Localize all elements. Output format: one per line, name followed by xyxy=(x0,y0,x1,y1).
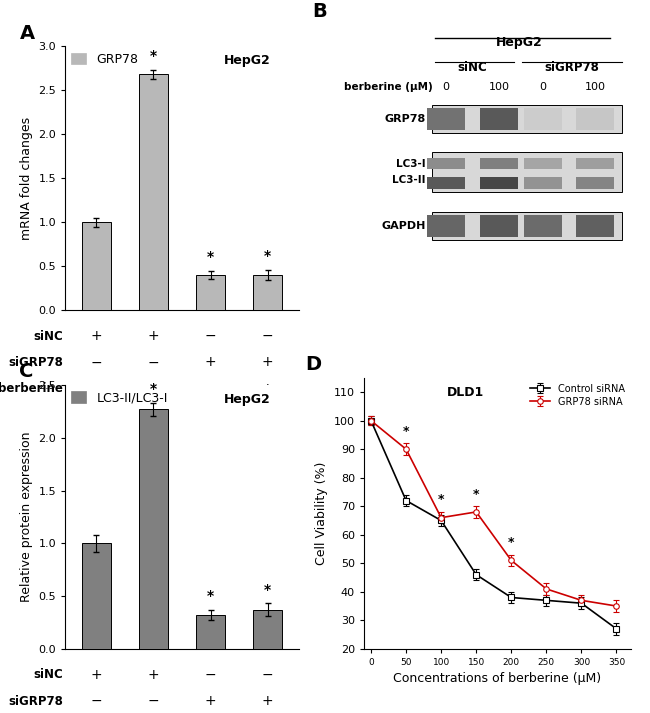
Text: −: − xyxy=(205,329,216,343)
Bar xyxy=(427,215,465,237)
Text: siGRP78: siGRP78 xyxy=(8,356,63,369)
Bar xyxy=(196,615,225,649)
Text: +: + xyxy=(148,668,159,682)
Text: siNC: siNC xyxy=(458,61,488,73)
Bar xyxy=(254,275,282,310)
Text: siGRP78: siGRP78 xyxy=(8,694,63,707)
Bar xyxy=(577,108,614,130)
Text: −: − xyxy=(262,668,274,682)
Legend: GRP78: GRP78 xyxy=(69,50,141,68)
Text: HepG2: HepG2 xyxy=(224,54,271,67)
Text: DLD1: DLD1 xyxy=(447,386,484,399)
Text: siNC: siNC xyxy=(34,330,63,343)
Text: 100: 100 xyxy=(488,82,510,92)
Bar xyxy=(427,108,465,130)
Bar xyxy=(432,105,621,133)
Text: A: A xyxy=(20,24,34,43)
Bar xyxy=(432,212,621,240)
Bar xyxy=(577,158,614,169)
Bar xyxy=(432,152,621,192)
Text: HepG2: HepG2 xyxy=(224,393,271,406)
Text: −: − xyxy=(262,329,274,343)
Bar xyxy=(480,177,518,189)
Text: GAPDH: GAPDH xyxy=(382,221,426,231)
Text: *: * xyxy=(508,536,515,549)
Text: −: − xyxy=(90,355,102,369)
Text: siGRP78: siGRP78 xyxy=(545,61,599,73)
Text: +: + xyxy=(262,694,274,708)
Text: D: D xyxy=(306,355,322,374)
Text: *: * xyxy=(473,488,480,501)
Text: 0: 0 xyxy=(540,82,546,92)
Bar xyxy=(524,215,562,237)
Text: +: + xyxy=(205,355,216,369)
Text: +: + xyxy=(262,355,274,369)
Bar xyxy=(139,74,168,310)
Bar xyxy=(427,158,465,169)
Legend: Control siRNA, GRP78 siRNA: Control siRNA, GRP78 siRNA xyxy=(526,380,629,411)
Text: +: + xyxy=(148,381,159,396)
Bar xyxy=(480,158,518,169)
Text: +: + xyxy=(148,329,159,343)
X-axis label: Concentrations of berberine (μM): Concentrations of berberine (μM) xyxy=(393,672,601,685)
Bar xyxy=(524,177,562,189)
Text: 100: 100 xyxy=(585,82,606,92)
Text: *: * xyxy=(264,249,271,263)
Text: +: + xyxy=(90,329,102,343)
Bar xyxy=(196,275,225,310)
Bar xyxy=(480,215,518,237)
Text: *: * xyxy=(438,493,445,506)
Y-axis label: Relative protein expression: Relative protein expression xyxy=(20,431,32,602)
Text: *: * xyxy=(150,49,157,63)
Text: *: * xyxy=(207,250,214,264)
Bar xyxy=(427,177,465,189)
Text: −: − xyxy=(205,381,216,396)
Text: LC3-II: LC3-II xyxy=(392,175,426,185)
Text: *: * xyxy=(403,425,410,438)
Bar xyxy=(139,409,168,649)
Text: −: − xyxy=(148,355,159,369)
Text: *: * xyxy=(207,589,214,603)
Text: *: * xyxy=(150,382,157,396)
Bar xyxy=(524,158,562,169)
Bar xyxy=(577,215,614,237)
Bar xyxy=(577,177,614,189)
Text: *: * xyxy=(264,583,271,597)
Text: C: C xyxy=(20,362,34,381)
Text: +: + xyxy=(90,668,102,682)
Text: −: − xyxy=(148,694,159,708)
Y-axis label: mRNA fold changes: mRNA fold changes xyxy=(20,117,32,240)
Legend: LC3-II/LC3-I: LC3-II/LC3-I xyxy=(69,389,170,407)
Text: −: − xyxy=(90,381,102,396)
Text: berberine (μM): berberine (μM) xyxy=(344,82,433,92)
Text: LC3-I: LC3-I xyxy=(396,159,426,169)
Text: 0: 0 xyxy=(443,82,450,92)
Text: B: B xyxy=(312,2,327,21)
Bar xyxy=(524,108,562,130)
Bar xyxy=(82,543,111,649)
Text: +: + xyxy=(262,381,274,396)
Bar xyxy=(480,108,518,130)
Y-axis label: Cell Viability (%): Cell Viability (%) xyxy=(315,462,328,565)
Text: GRP78: GRP78 xyxy=(385,114,426,124)
Text: +: + xyxy=(205,694,216,708)
Text: −: − xyxy=(205,668,216,682)
Text: berberine: berberine xyxy=(0,382,63,395)
Bar xyxy=(254,610,282,649)
Text: HepG2: HepG2 xyxy=(496,36,543,49)
Text: siNC: siNC xyxy=(34,669,63,682)
Bar xyxy=(82,222,111,310)
Text: −: − xyxy=(90,694,102,708)
